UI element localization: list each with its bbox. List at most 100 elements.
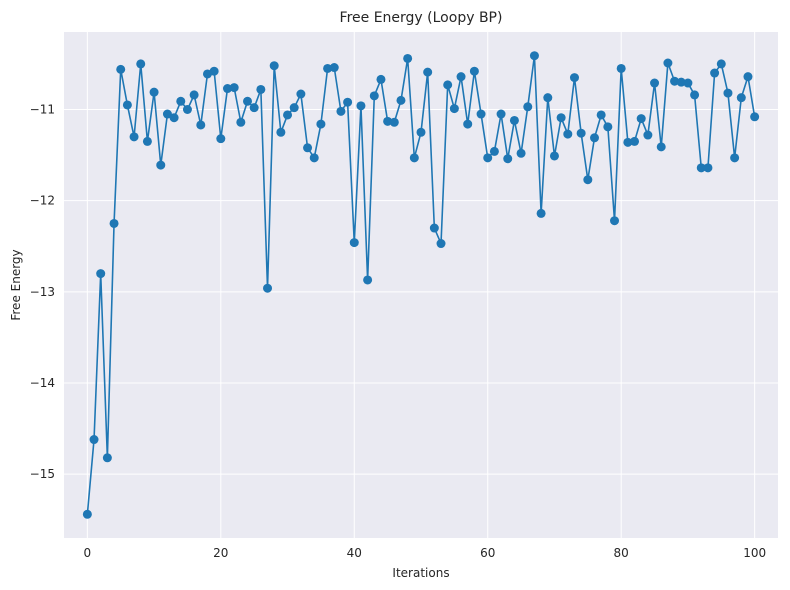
data-point [116,64,126,74]
data-point [583,175,593,185]
data-point [610,216,620,226]
data-point [503,154,513,164]
data-point [416,127,426,137]
data-point [509,115,519,125]
data-point [556,113,566,123]
tick-labels: 0 20 40 60 80 100 −15 −14 −13 −12 −11 [30,102,766,560]
data-point [349,238,359,248]
data-point [623,137,633,147]
data-point [409,153,419,163]
data-point [396,95,406,105]
data-point [82,509,92,519]
data-point [216,134,226,144]
data-point [723,88,733,98]
data-point [276,127,286,137]
data-point [549,151,559,161]
data-point [683,78,693,88]
data-point [162,109,172,119]
series-layer [82,51,760,519]
data-point [476,109,486,119]
x-tick-label: 40 [347,546,362,560]
data-point [149,87,159,97]
data-point [336,106,346,116]
data-point [616,63,626,73]
data-point [436,239,446,249]
y-tick-label: −11 [30,102,55,116]
data-point [730,153,740,163]
x-axis-label: Iterations [392,566,449,580]
data-point [363,275,373,285]
data-point [489,146,499,156]
y-axis-label: Free Energy [9,249,23,320]
data-point [643,130,653,140]
data-point [443,80,453,90]
data-point [182,105,192,114]
x-tick-label: 60 [480,546,495,560]
plot-area [64,32,778,538]
data-point [303,143,313,153]
data-point [596,110,606,120]
y-tick-label: −14 [30,376,55,390]
y-tick-label: −13 [30,285,55,299]
data-point [289,103,299,113]
data-point [369,91,379,101]
data-point [569,73,579,83]
data-point [256,84,266,94]
data-point [136,59,146,69]
data-point [196,120,206,130]
data-point [523,102,533,112]
data-point [576,128,586,138]
data-point [129,132,139,142]
data-point [102,453,112,463]
data-point [376,74,386,84]
data-point [222,84,232,94]
data-point [389,117,399,127]
data-point [209,66,219,76]
data-point [516,148,526,158]
data-point [122,100,132,110]
data-point [449,104,459,114]
data-point [496,109,506,119]
data-point [663,58,673,68]
data-point [590,133,599,143]
data-point [269,61,279,71]
data-point [142,136,152,146]
y-tick-label: −15 [30,467,55,481]
data-point [156,160,166,170]
data-point [670,76,680,86]
data-point [383,116,393,126]
data-point [456,72,466,82]
data-point [316,119,326,129]
data-point [736,93,746,103]
data-point [423,67,433,77]
data-point [243,96,252,106]
y-tick-label: −12 [30,194,55,208]
data-point [169,113,179,123]
data-point [463,119,473,129]
chart-title: Free Energy (Loopy BP) [340,10,503,26]
data-point [603,122,613,132]
x-tick-label: 100 [743,546,766,560]
data-point [696,163,706,173]
data-point [403,53,413,63]
data-point [676,77,686,87]
data-point [690,90,700,100]
data-point [743,72,753,82]
data-point [750,112,760,122]
data-point [249,103,259,113]
data-point [329,63,339,73]
data-point [229,83,239,93]
data-point [656,142,666,152]
data-point [296,89,306,99]
x-tick-label: 20 [213,546,228,560]
data-point [630,136,640,146]
data-point [710,68,720,78]
data-point [96,269,106,279]
data-point [703,163,713,173]
data-point [650,78,660,88]
data-point [636,114,646,124]
data-point [236,117,246,127]
data-point [189,90,199,100]
